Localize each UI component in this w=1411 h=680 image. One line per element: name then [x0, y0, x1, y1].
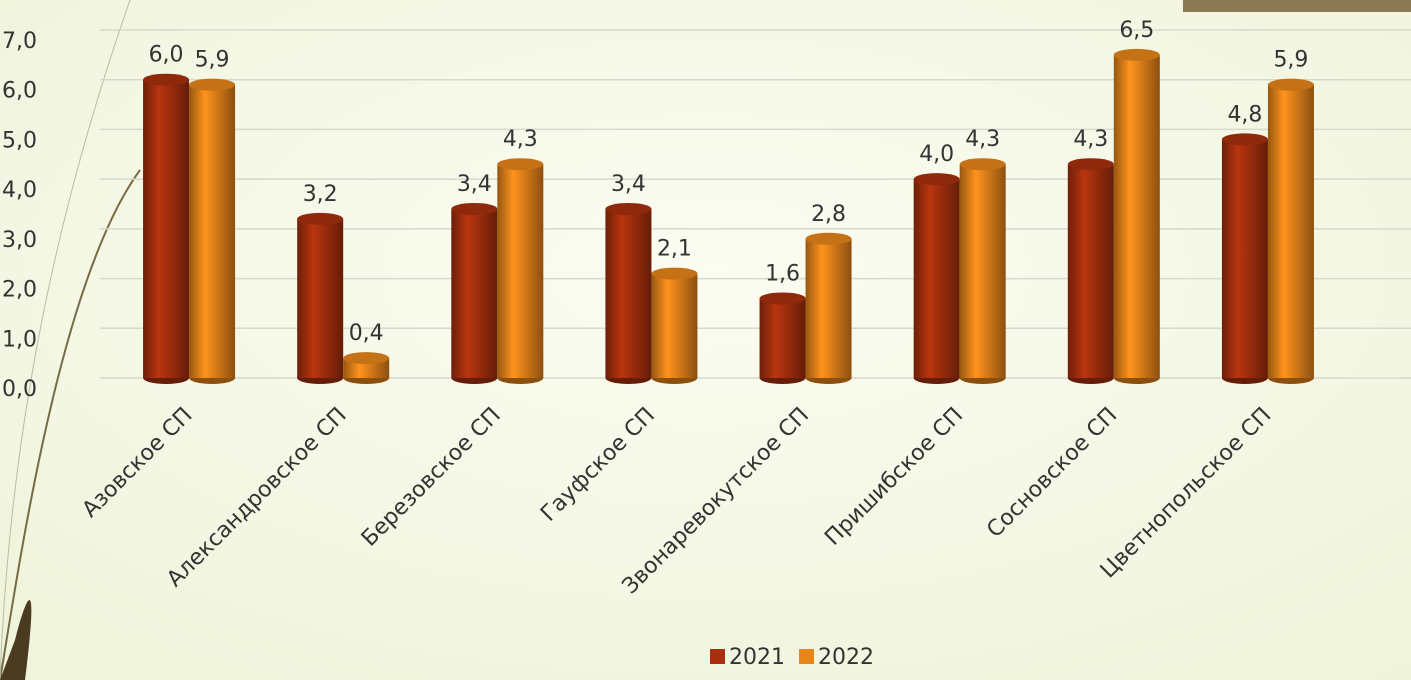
value-label: 4,0 — [919, 142, 954, 167]
y-tick-label: 4,0 — [2, 178, 37, 203]
value-label: 3,4 — [611, 172, 646, 197]
bar — [605, 209, 651, 378]
bar — [451, 209, 497, 378]
bar-cap — [143, 74, 189, 86]
value-label: 5,9 — [195, 48, 230, 73]
bar — [651, 274, 697, 378]
value-label: 6,0 — [149, 43, 184, 68]
y-tick-label: 5,0 — [2, 128, 37, 153]
bar-cap — [1222, 133, 1268, 145]
bar-cap — [960, 158, 1006, 170]
bar-cap — [1268, 79, 1314, 91]
value-label: 2,1 — [657, 237, 692, 262]
bar — [914, 179, 960, 378]
value-label: 1,6 — [765, 261, 800, 286]
bar-cap — [651, 268, 697, 280]
bar — [1268, 85, 1314, 378]
corner-image — [1183, 0, 1411, 12]
value-label: 3,2 — [303, 182, 338, 207]
bar — [1068, 164, 1114, 378]
bar-cap — [1068, 158, 1114, 170]
bar — [497, 164, 543, 378]
bar-cap — [1114, 49, 1160, 61]
value-label: 4,3 — [503, 127, 538, 152]
bar — [760, 298, 806, 378]
bar-cap — [189, 79, 235, 91]
value-label: 4,8 — [1227, 102, 1262, 127]
legend-swatch — [710, 649, 725, 664]
value-label: 4,3 — [965, 127, 1000, 152]
bar — [1222, 139, 1268, 378]
value-label: 3,4 — [457, 172, 492, 197]
chart: 0,01,02,03,04,05,06,07,06,05,9Азовское С… — [0, 0, 1411, 680]
bar-cap — [605, 203, 651, 215]
value-label: 4,3 — [1073, 127, 1108, 152]
bar-cap — [297, 213, 343, 225]
bar-cap — [760, 292, 806, 304]
y-tick-label: 7,0 — [2, 29, 37, 54]
value-label: 0,4 — [349, 321, 384, 346]
bar — [806, 239, 852, 378]
bar — [297, 219, 343, 378]
legend-swatch — [799, 649, 814, 664]
value-label: 5,9 — [1273, 48, 1308, 73]
y-tick-label: 2,0 — [2, 278, 37, 303]
bar-cap — [343, 352, 389, 364]
y-tick-label: 0,0 — [2, 377, 37, 402]
legend-label: 2022 — [818, 645, 874, 670]
bar-cap — [497, 158, 543, 170]
bar-cap — [806, 233, 852, 245]
value-label: 2,8 — [811, 202, 846, 227]
bar-cap — [914, 173, 960, 185]
value-label: 6,5 — [1119, 18, 1154, 43]
y-tick-label: 3,0 — [2, 228, 37, 253]
bar — [189, 85, 235, 378]
bar — [143, 80, 189, 378]
bar-cap — [451, 203, 497, 215]
y-tick-label: 6,0 — [2, 79, 37, 104]
bar — [960, 164, 1006, 378]
bar — [1114, 55, 1160, 378]
legend-label: 2021 — [729, 645, 785, 670]
y-tick-label: 1,0 — [2, 327, 37, 352]
